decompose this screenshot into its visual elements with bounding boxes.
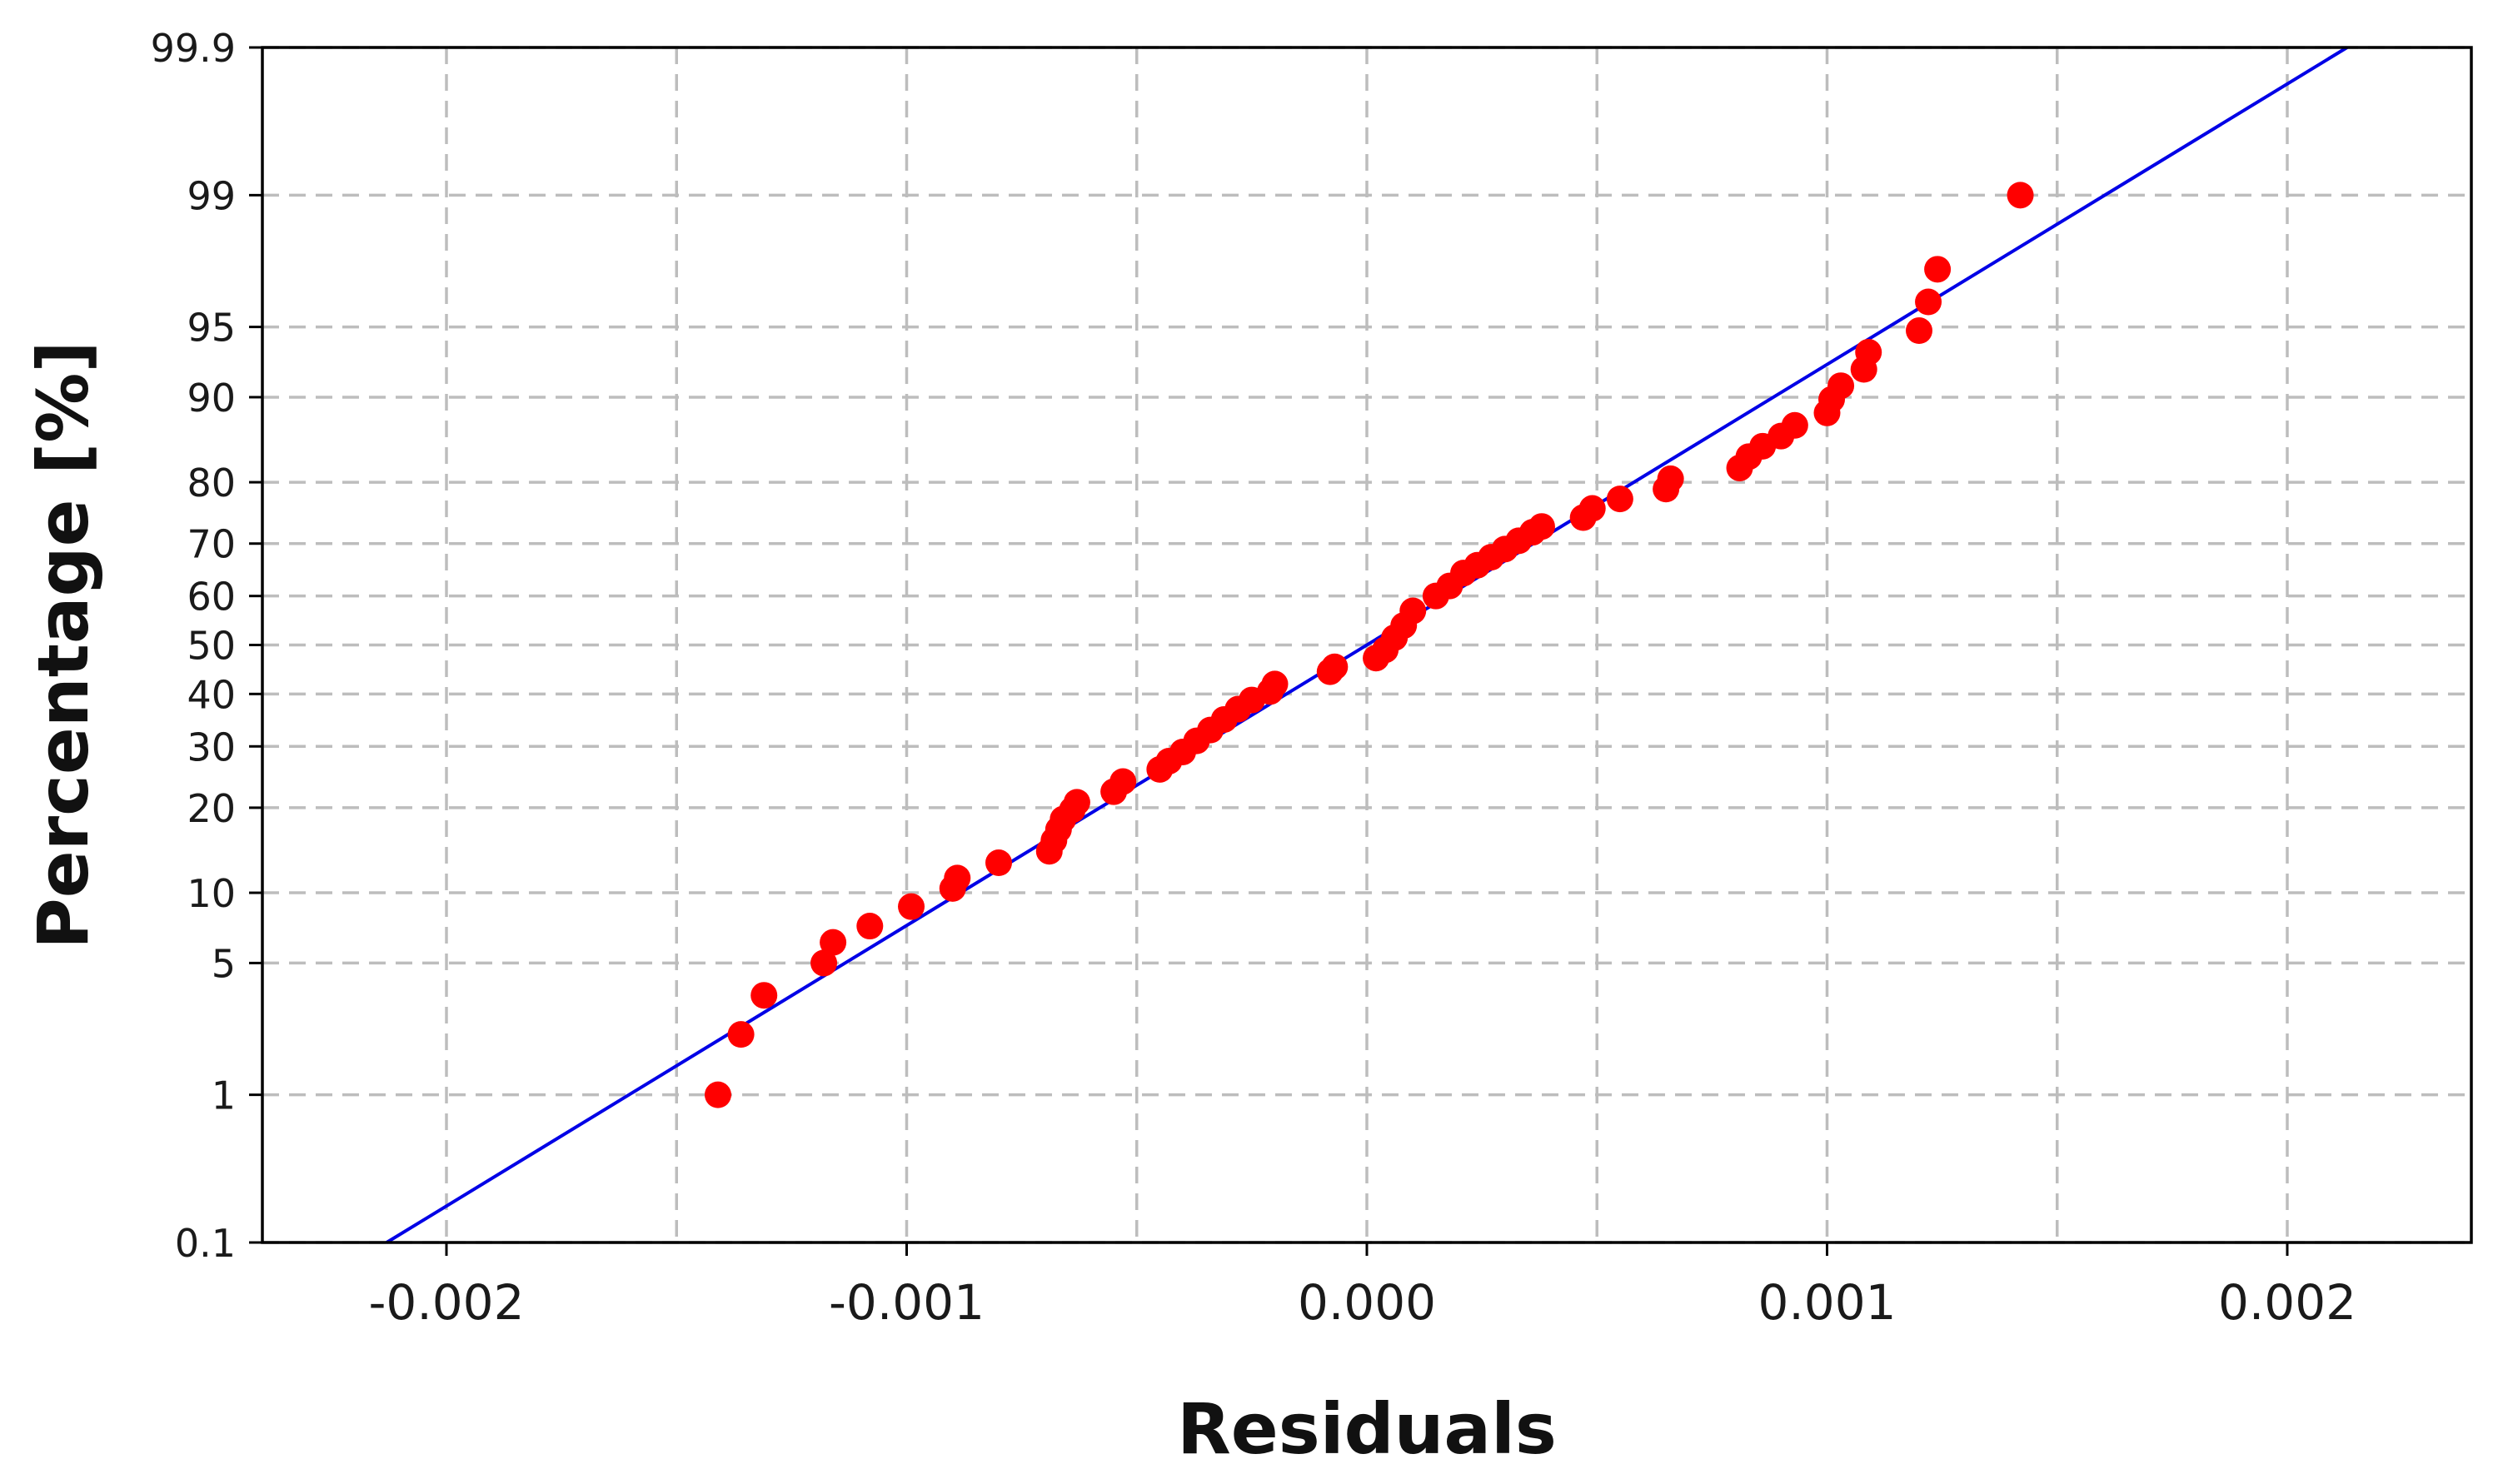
y-tick-label: 99.9 [151,26,236,71]
y-tick-label: 10 [187,871,236,916]
data-point [1606,486,1633,513]
data-point [1657,465,1684,492]
y-tick-label: 5 [212,941,236,986]
data-point [1781,411,1808,439]
data-point [727,1021,755,1048]
y-tick-label: 30 [187,725,236,769]
y-tick-label: 70 [187,522,236,567]
x-tick-label: -0.002 [369,1274,525,1331]
data-point [1578,495,1606,522]
data-point [898,893,925,920]
y-tick-label: 95 [187,306,236,351]
data-point [1906,317,1932,345]
data-point [1109,768,1137,795]
data-point [1528,513,1555,540]
data-point [985,849,1012,877]
y-tick-label: 40 [187,672,236,717]
x-tick-label: 0.000 [1298,1274,1436,1331]
y-tick-label: 20 [187,786,236,831]
data-point [1855,338,1882,366]
y-tick-label: 60 [187,575,236,620]
y-axis-title: Percentage [%] [22,341,104,949]
data-point [1321,653,1349,680]
y-tick-label: 90 [187,376,236,421]
data-point [1827,372,1855,400]
y-tick-label: 99 [187,173,236,218]
data-point [2007,182,2034,209]
data-point [1063,789,1090,816]
fit-line-layer [386,46,2348,1244]
fit-line [386,46,2348,1244]
data-point [1399,597,1427,625]
data-point [1924,256,1952,283]
data-point [820,929,847,956]
x-tick-label: -0.001 [829,1274,985,1331]
data-point [856,913,884,940]
x-tick-label: 0.002 [2218,1274,2356,1331]
data-point [1261,670,1289,698]
data-points [704,182,2034,1108]
x-axis-title: Residuals [1177,1388,1557,1470]
x-axis-ticks: -0.002 -0.001 0.000 0.001 0.002 [369,1242,2356,1331]
y-tick-label: 1 [212,1073,236,1118]
x-tick-label: 0.001 [1758,1274,1896,1331]
data-point [1915,288,1942,316]
data-point [704,1081,731,1108]
data-point [944,864,971,892]
y-tick-label: 0.1 [175,1221,236,1266]
y-tick-label: 50 [187,624,236,669]
y-tick-label: 80 [187,461,236,505]
data-point [750,982,778,1009]
data-point [810,949,838,977]
